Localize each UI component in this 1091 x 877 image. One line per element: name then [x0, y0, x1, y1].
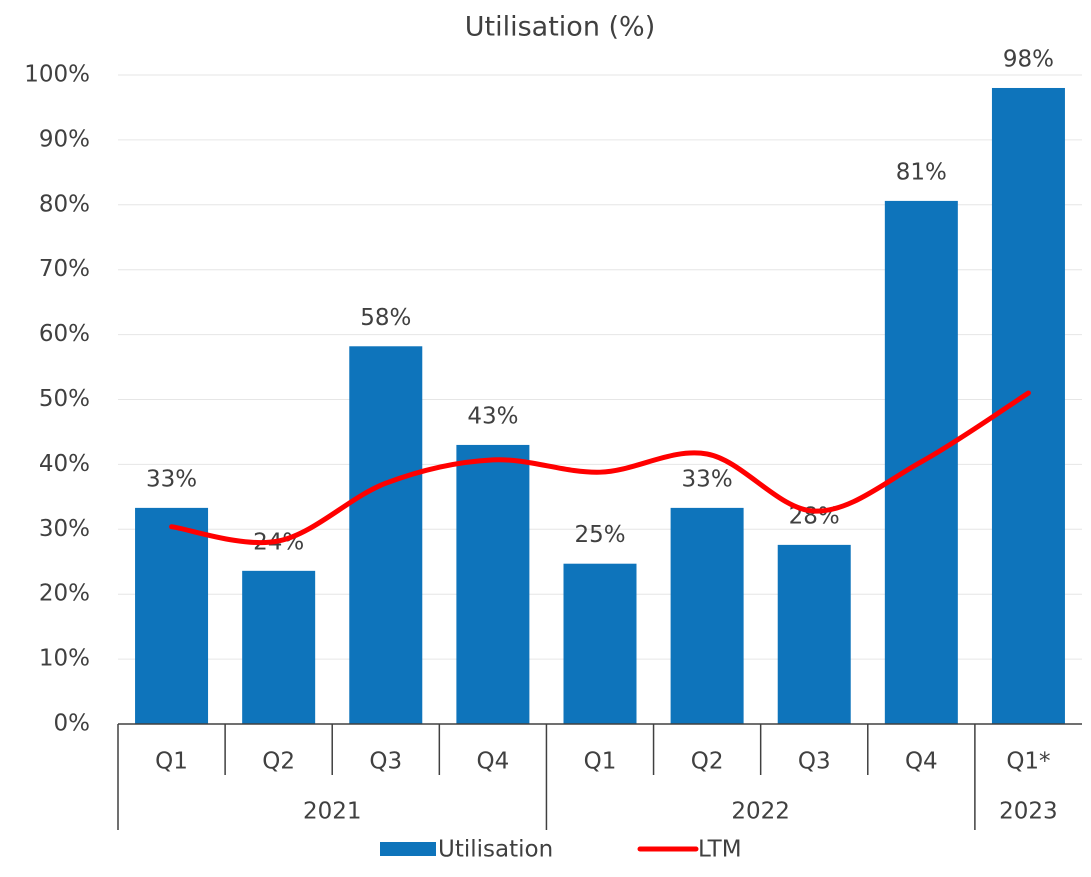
bar [670, 507, 744, 724]
data-label: 43% [467, 403, 518, 429]
legend-swatch [380, 842, 436, 856]
group-label: 2022 [731, 799, 790, 825]
bar [135, 507, 209, 724]
data-label: 58% [360, 305, 411, 331]
group-label: 2023 [999, 799, 1058, 825]
data-label: 33% [146, 466, 197, 492]
bar [991, 87, 1065, 725]
bar [563, 563, 637, 724]
bar [456, 444, 530, 724]
bar [777, 544, 851, 724]
y-tick-label: 80% [39, 191, 90, 217]
y-tick-label: 50% [39, 386, 90, 412]
y-tick-label: 20% [39, 581, 90, 607]
x-tick-label: Q2 [691, 749, 724, 775]
x-tick-label: Q1 [584, 749, 617, 775]
x-tick-label: Q1* [1006, 749, 1050, 775]
y-tick-label: 60% [39, 321, 90, 347]
y-tick-label: 0% [54, 711, 91, 737]
chart-title: Utilisation (%) [465, 12, 656, 43]
y-tick-label: 90% [39, 126, 90, 152]
x-tick-label: Q1 [155, 749, 188, 775]
x-tick-label: Q4 [477, 749, 510, 775]
y-tick-label: 10% [39, 646, 90, 672]
bar [242, 570, 316, 724]
x-tick-label: Q4 [905, 749, 938, 775]
y-tick-label: 40% [39, 451, 90, 477]
y-tick-label: 30% [39, 516, 90, 542]
x-tick-label: Q3 [798, 749, 831, 775]
legend-label: LTM [698, 837, 742, 863]
y-tick-label: 100% [24, 62, 90, 88]
bar [349, 346, 423, 724]
y-tick-label: 70% [39, 256, 90, 282]
legend-label: Utilisation [438, 837, 553, 863]
data-label: 81% [896, 159, 947, 185]
x-tick-label: Q3 [369, 749, 402, 775]
data-label: 98% [1003, 46, 1054, 72]
x-tick-label: Q2 [262, 749, 295, 775]
group-label: 2021 [303, 799, 362, 825]
data-label: 25% [574, 522, 625, 548]
line [169, 390, 1031, 546]
data-label: 33% [682, 466, 733, 492]
